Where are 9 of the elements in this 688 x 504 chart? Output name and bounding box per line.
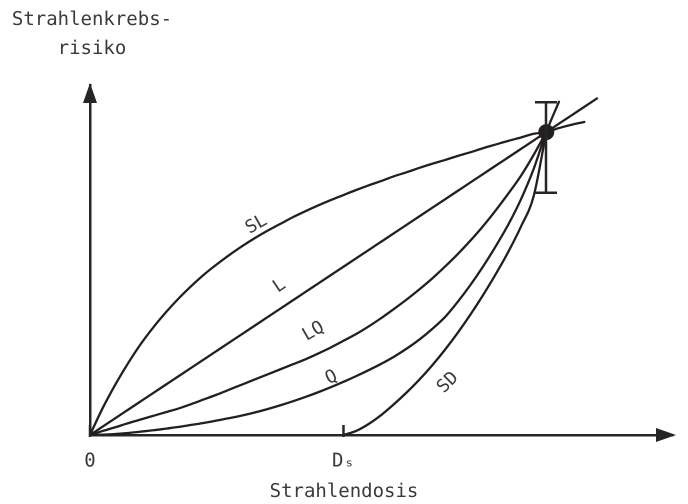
x-axis-title: Strahlendosis bbox=[268, 479, 420, 504]
text: LQ bbox=[298, 316, 328, 346]
text: SD bbox=[432, 367, 463, 398]
text: Q bbox=[322, 365, 341, 389]
y-axis-title: Strahlenkrebs- risiko bbox=[10, 7, 174, 61]
x-tick-label: Dₛ bbox=[332, 449, 355, 472]
text: SL bbox=[242, 210, 271, 238]
x-tick-label: 0 bbox=[84, 449, 96, 472]
text: L bbox=[268, 273, 290, 297]
